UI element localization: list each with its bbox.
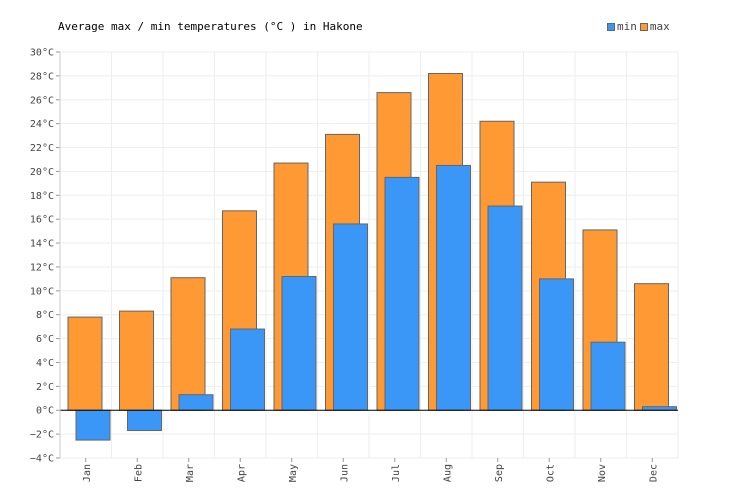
x-tick-label-dec: Dec xyxy=(648,464,659,482)
bar-max-dec xyxy=(634,283,669,411)
bar-min-feb xyxy=(127,409,162,432)
bar-min-may xyxy=(281,275,317,411)
y-tick-label: 10°C xyxy=(30,286,54,297)
x-tick-label-mar: Mar xyxy=(185,464,196,482)
bar-min-jul xyxy=(384,176,420,411)
bar-min-dec xyxy=(642,406,677,411)
legend-swatch-min xyxy=(607,22,615,31)
bar-min-oct xyxy=(539,278,574,411)
bar-min-sep xyxy=(487,205,523,411)
chart-title: Average max / min temperatures (°C ) in … xyxy=(58,20,363,33)
y-tick-label: 12°C xyxy=(30,262,54,273)
y-tick-label: 30°C xyxy=(30,48,54,59)
y-tick-label: 0°C xyxy=(36,406,54,417)
x-tick-label-may: May xyxy=(288,464,299,482)
y-tick-label: 16°C xyxy=(30,215,54,226)
bar-min-nov xyxy=(590,341,626,411)
legend-item-min: min xyxy=(607,20,637,33)
y-tick-label: 28°C xyxy=(30,71,54,82)
y-tick-label: 8°C xyxy=(36,310,54,321)
x-tick-label-feb: Feb xyxy=(133,464,144,482)
bar-min-apr xyxy=(230,328,265,411)
y-tick-label: 2°C xyxy=(36,382,54,393)
legend-swatch-max xyxy=(639,22,648,31)
x-tick-label-jan: Jan xyxy=(82,464,93,482)
y-tick-label: 6°C xyxy=(36,334,54,345)
legend-label-min: min xyxy=(617,20,637,33)
y-tick-label: 4°C xyxy=(36,358,54,369)
x-tick-label-oct: Oct xyxy=(545,464,556,482)
y-tick-label: 20°C xyxy=(30,167,54,178)
y-tick-label: 24°C xyxy=(30,119,54,130)
y-tick-label: 22°C xyxy=(30,143,54,154)
y-tick-label: 14°C xyxy=(30,239,54,250)
x-tick-label-jul: Jul xyxy=(391,464,402,482)
y-tick-label: 26°C xyxy=(30,95,54,106)
y-tick-label: −4°C xyxy=(30,454,54,465)
x-tick-label-jun: Jun xyxy=(339,464,350,482)
x-tick-label-nov: Nov xyxy=(597,464,608,482)
bar-max-mar xyxy=(170,277,206,411)
legend: min max xyxy=(607,20,673,33)
bar-min-mar xyxy=(178,394,214,411)
x-tick-label-sep: Sep xyxy=(494,464,505,482)
bar-max-jan xyxy=(67,316,103,411)
x-tick-label-aug: Aug xyxy=(442,464,453,482)
bar-min-jun xyxy=(333,223,368,411)
bar-max-feb xyxy=(119,310,154,411)
bar-min-jan xyxy=(75,409,111,441)
y-tick-label: −2°C xyxy=(30,430,54,441)
bar-min-aug xyxy=(436,164,471,411)
x-tick-label-apr: Apr xyxy=(236,464,247,482)
legend-item-max: max xyxy=(639,20,670,33)
legend-label-max: max xyxy=(649,20,670,33)
y-tick-label: 18°C xyxy=(30,191,54,202)
